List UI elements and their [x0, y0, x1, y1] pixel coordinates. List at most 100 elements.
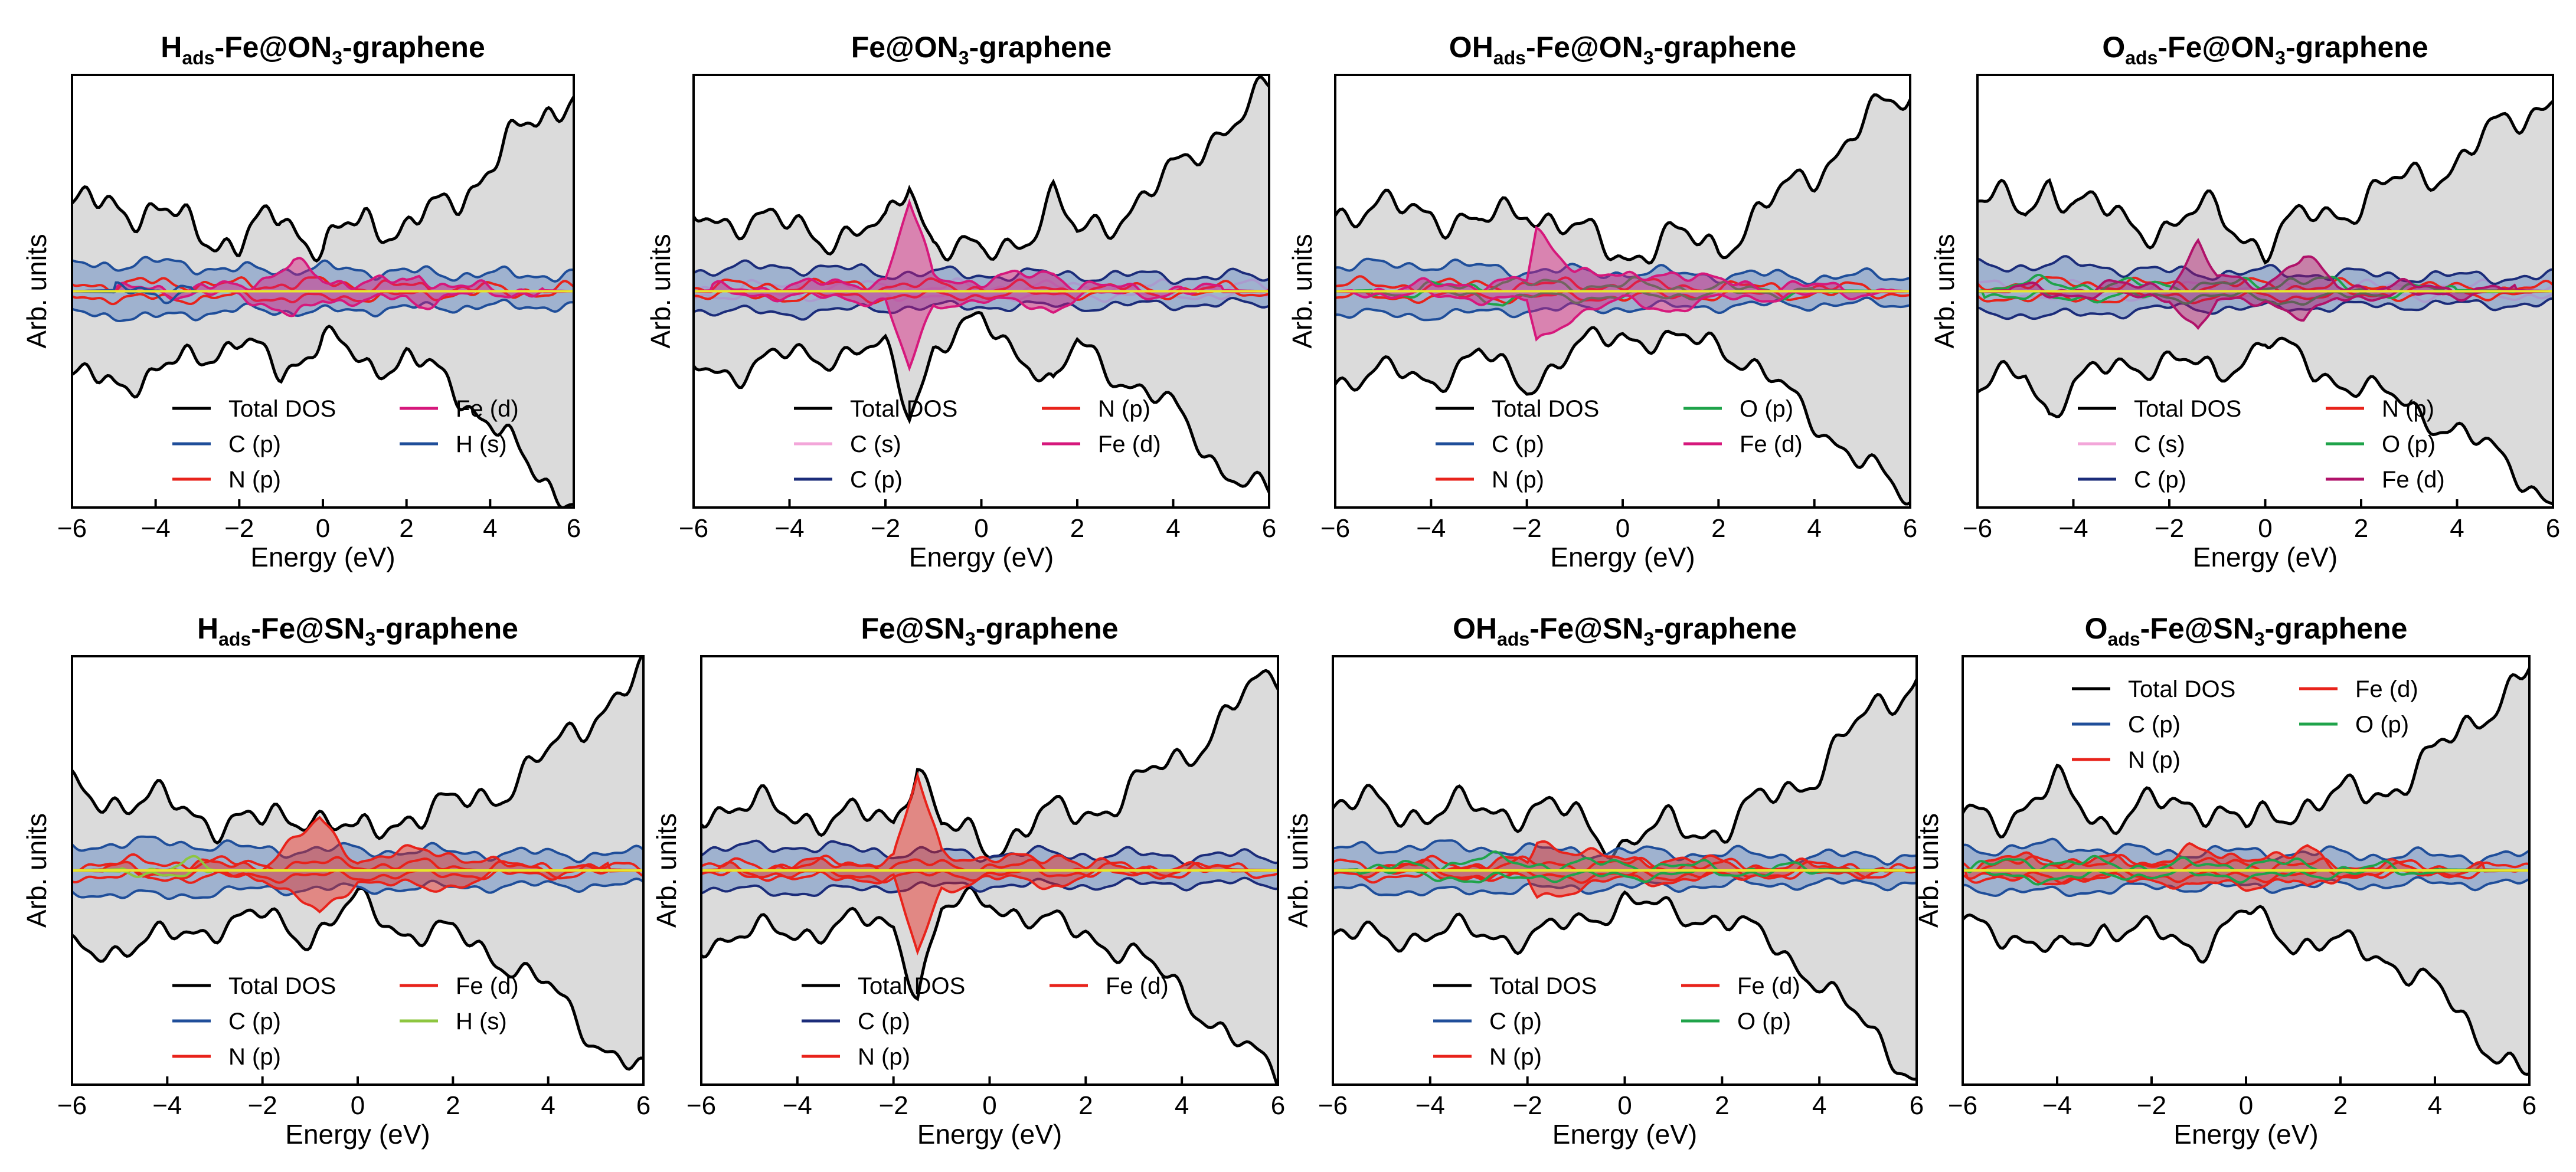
title-part: -graphene [2286, 31, 2428, 64]
series-line-up [701, 771, 1278, 872]
legend-label: Total DOS [2128, 676, 2235, 702]
dos-panel-3: OHads-Fe@ON3-graphene −6 −4 −2 0 2 4 6 Energy (e… [1287, 31, 1917, 572]
legend-label: Total DOS [2134, 396, 2241, 422]
series-line-up [1333, 840, 1917, 872]
series-fill [701, 840, 1278, 896]
x-tick-label: −2 [879, 1091, 908, 1120]
legend-label: Total DOS [228, 396, 336, 422]
series-line-up [1977, 255, 2553, 286]
legend-label: Fe (d) [2355, 676, 2418, 702]
series-line-down [72, 877, 643, 901]
legend-label: Total DOS [1492, 396, 1599, 422]
x-tick-label: −2 [2137, 1091, 2166, 1120]
legend-label: C (p) [1492, 431, 1544, 457]
x-tick-label: 2 [446, 1091, 460, 1120]
series-line-up [1977, 276, 2553, 293]
dos-panel-2: Fe@ON3-graphene −6 −4 −2 0 2 4 6 Energy (eV) Arb.… [645, 31, 1276, 572]
series-line-up [72, 257, 574, 293]
series-line-down [701, 876, 1278, 898]
plot-area [1977, 100, 2553, 506]
series-line-down [72, 886, 643, 1071]
plot-area [1963, 667, 2529, 1076]
legend-label: Fe (d) [1740, 431, 1803, 457]
title-part: -Fe@ON [1526, 31, 1643, 64]
panel-title: Oads-Fe@SN3-graphene [2085, 612, 2408, 650]
dos-panel-7: OHads-Fe@SN3-graphene −6 −4 −2 0 2 4 6 Energy (e… [1283, 612, 1924, 1150]
series-fill [694, 202, 1269, 368]
legend-label: N (p) [2128, 747, 2181, 773]
series-fill [1963, 839, 2529, 896]
x-tick-label: 0 [974, 514, 988, 543]
legend-label: N (p) [1489, 1044, 1542, 1070]
legend-label: Fe (d) [1106, 973, 1169, 999]
title-part: -graphene [2265, 612, 2408, 645]
series-line-down [1963, 905, 2529, 1076]
x-tick-label: 2 [2333, 1091, 2348, 1120]
plot-area [72, 656, 643, 1071]
title-part: H [197, 612, 218, 645]
legend-label: Fe (d) [1098, 431, 1161, 457]
legend-label: N (p) [228, 1044, 281, 1070]
plot-area [72, 96, 574, 508]
x-tick-label: −6 [57, 1091, 87, 1120]
y-axis-label: Arb. units [1287, 234, 1318, 348]
series-line-down [1963, 876, 2529, 898]
legend-label: Fe (d) [456, 396, 519, 422]
x-tick-label: 4 [483, 514, 497, 543]
x-axis-label: Energy (eV) [2193, 542, 2338, 572]
title-part: 3 [965, 628, 976, 650]
title-part: H [161, 31, 182, 64]
legend-label: C (p) [2128, 712, 2181, 738]
x-tick-label: −6 [687, 1091, 716, 1120]
panel-title: Hads-Fe@SN3-graphene [197, 612, 518, 650]
y-axis-label: Arb. units [1283, 813, 1313, 928]
x-tick-label: 0 [1617, 1091, 1632, 1120]
legend-label: Fe (d) [2382, 467, 2445, 493]
series-fill [72, 257, 574, 321]
series-line-down [1977, 297, 2553, 320]
title-part: O [2102, 31, 2125, 64]
series-line-up [1963, 842, 2529, 872]
panel-title: Fe@SN3-graphene [861, 612, 1118, 650]
series-line-up [72, 256, 574, 283]
legend-label: C (p) [228, 1009, 281, 1034]
x-tick-label: −6 [57, 514, 87, 543]
x-tick-label: −4 [2058, 514, 2088, 543]
x-tick-label: 2 [1711, 514, 1725, 543]
legend-label: N (p) [2382, 396, 2434, 422]
legend-label: C (s) [850, 431, 901, 457]
series-fill [1963, 843, 2529, 891]
x-tick-label: −4 [152, 1091, 182, 1120]
title-part: -graphene [342, 31, 485, 64]
x-tick-label: 6 [1910, 1091, 1924, 1120]
series-line-down [694, 290, 1269, 305]
series-line-down [694, 296, 1269, 321]
y-axis-label: Arb. units [645, 234, 676, 348]
title-part: 3 [2254, 628, 2265, 650]
title-part: 3 [1643, 47, 1654, 68]
y-axis-label: Arb. units [21, 234, 52, 348]
series-fill [72, 258, 574, 316]
x-tick-label: −2 [224, 514, 254, 543]
title-part: -Fe@SN [2140, 612, 2254, 645]
legend-label: Fe (d) [1737, 973, 1800, 999]
x-tick-label: 6 [636, 1091, 650, 1120]
y-axis-label: Arb. units [1913, 813, 1944, 928]
plot-area [701, 669, 1278, 1085]
title-part: 3 [332, 47, 342, 68]
x-tick-label: −4 [774, 514, 804, 543]
title-part: -Fe@SN [251, 612, 365, 645]
legend-label: H (s) [456, 1009, 507, 1034]
y-axis-label: Arb. units [651, 813, 682, 928]
panel-title: Fe@ON3-graphene [851, 31, 1112, 68]
x-tick-label: 4 [1166, 514, 1180, 543]
dos-panel-4: Oads-Fe@ON3-graphene −6 −4 −2 0 2 4 6 Energy (eV… [1929, 31, 2560, 572]
series-line-down [701, 869, 1278, 884]
series-line-up [694, 198, 1269, 293]
legend-label: N (p) [1098, 396, 1150, 422]
plot-area [1333, 679, 1917, 1081]
title-part: -graphene [976, 612, 1119, 645]
x-tick-label: 4 [2450, 514, 2464, 543]
series-line-up [1333, 679, 1917, 860]
x-tick-label: 2 [399, 514, 413, 543]
